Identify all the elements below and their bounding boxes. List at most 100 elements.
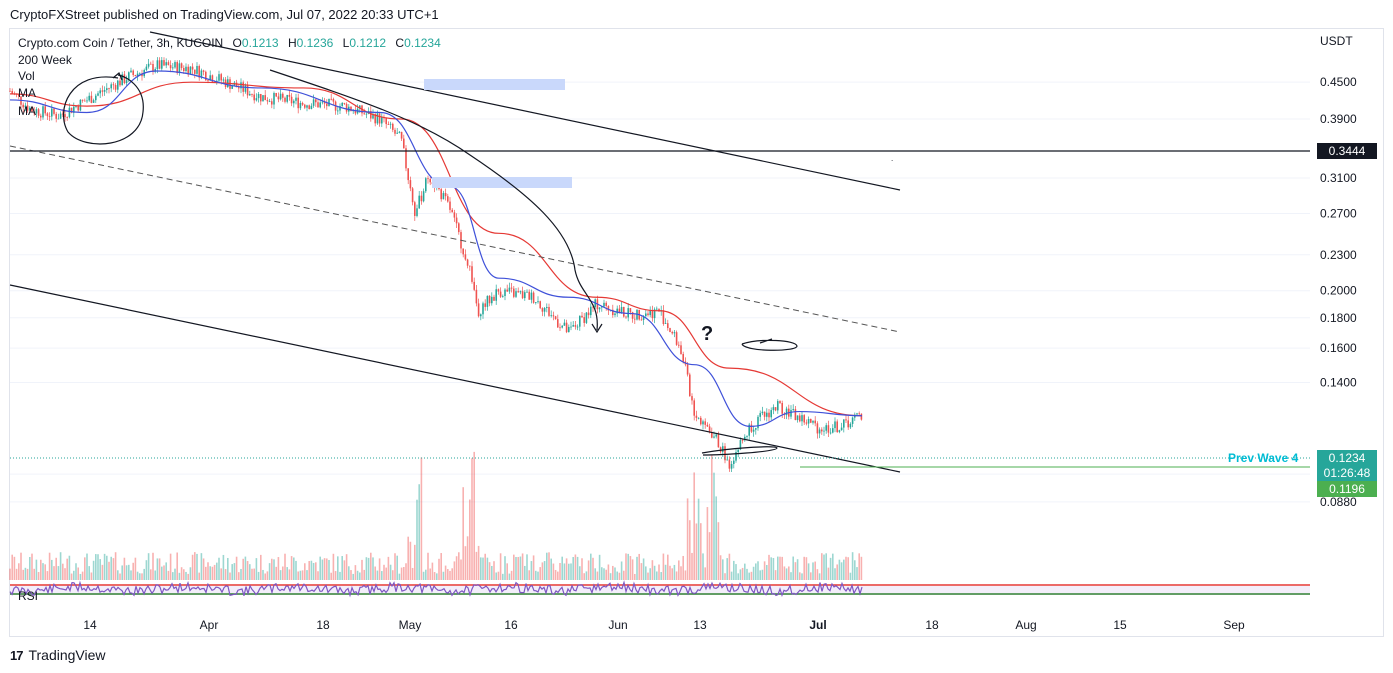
volume-bar bbox=[482, 557, 484, 580]
volume-bar bbox=[713, 472, 715, 580]
hand-drawn-loop-right[interactable] bbox=[741, 338, 798, 351]
upper-trendline[interactable] bbox=[149, 31, 901, 191]
volume-bar bbox=[838, 559, 841, 580]
volume-bar bbox=[356, 570, 359, 580]
time-tick-label: Sep bbox=[1223, 618, 1245, 632]
volume-bar bbox=[513, 554, 515, 580]
volume-bar bbox=[693, 472, 695, 580]
volume-bar bbox=[286, 567, 288, 580]
hand-drawn-path-curve[interactable] bbox=[269, 69, 598, 331]
candle-body bbox=[110, 84, 112, 89]
candle-body bbox=[821, 429, 823, 432]
candle-body bbox=[664, 323, 667, 324]
volume-bar bbox=[572, 557, 574, 580]
candle-body bbox=[572, 325, 574, 327]
candle-body bbox=[557, 319, 559, 328]
candle-body bbox=[286, 94, 288, 102]
candle-body bbox=[728, 459, 731, 469]
volume-bar bbox=[763, 561, 766, 580]
volume-bar bbox=[119, 573, 121, 580]
candle-body bbox=[700, 417, 702, 425]
volume-bar bbox=[312, 562, 315, 580]
price-tick-label: 0.0880 bbox=[1320, 495, 1357, 509]
candle-body bbox=[750, 424, 753, 432]
legend-ma-1[interactable]: MA bbox=[18, 86, 36, 100]
candle-body bbox=[40, 115, 42, 118]
hand-drawn-arrow-down[interactable] bbox=[591, 323, 603, 334]
candle-body bbox=[161, 60, 163, 69]
volume-bar bbox=[807, 563, 810, 580]
hand-drawn-arrow-up[interactable] bbox=[112, 72, 123, 81]
candle-body bbox=[326, 103, 328, 107]
candle-body bbox=[176, 62, 178, 74]
candle-body bbox=[702, 421, 704, 425]
legend-rsi[interactable]: RSI bbox=[18, 589, 39, 603]
resistance-box-lower[interactable] bbox=[432, 177, 572, 188]
volume-bar bbox=[293, 557, 295, 580]
volume-bar bbox=[350, 570, 352, 580]
volume-bar bbox=[636, 556, 638, 580]
legend-ma-2[interactable]: MA bbox=[18, 104, 36, 118]
prev-wave-label[interactable]: Prev Wave 4 bbox=[1228, 451, 1299, 465]
countdown-tag: 01:26:48 bbox=[1317, 465, 1377, 481]
time-axis[interactable]: 14 Apr 18 May 16 Jun 13 18 Aug 15 Sep Jul bbox=[83, 618, 1245, 632]
dashed-channel-line[interactable] bbox=[9, 145, 901, 333]
legend-vol[interactable]: Vol bbox=[18, 69, 35, 83]
candle-body bbox=[462, 248, 464, 255]
chart-frame[interactable] bbox=[9, 28, 1384, 637]
volume-bar bbox=[561, 556, 563, 580]
candle-body bbox=[746, 435, 748, 437]
candle-body bbox=[748, 424, 750, 436]
volume-bar bbox=[359, 572, 361, 580]
resistance-box-upper[interactable] bbox=[424, 79, 565, 90]
candle-body bbox=[763, 411, 766, 417]
time-tick-label: Jun bbox=[608, 618, 627, 632]
candle-body bbox=[543, 307, 546, 312]
candle-body bbox=[530, 292, 533, 300]
volume-bar bbox=[453, 561, 456, 580]
volume-bar bbox=[194, 552, 196, 580]
candle-body bbox=[198, 65, 200, 78]
volume-bar bbox=[134, 557, 137, 580]
candle-body bbox=[141, 73, 143, 77]
volume-bar bbox=[783, 566, 786, 580]
volume-bar bbox=[750, 571, 753, 580]
volume-bar bbox=[389, 564, 392, 580]
volume-bar bbox=[273, 559, 275, 580]
candle-body bbox=[92, 100, 95, 103]
price-axis[interactable]: 0.4500 0.3900 0.3100 0.2700 0.2300 0.2000 0.18… bbox=[1320, 75, 1357, 509]
volume-bar bbox=[398, 573, 401, 580]
grid bbox=[10, 81, 1310, 503]
volume-bar bbox=[702, 553, 704, 580]
candle-body bbox=[75, 106, 77, 107]
volume-bar bbox=[788, 566, 790, 580]
time-tick-label: 15 bbox=[1113, 618, 1127, 632]
volume-bar bbox=[383, 564, 385, 580]
volume-bar bbox=[524, 565, 526, 580]
volume-bar bbox=[187, 573, 189, 580]
candle-body bbox=[396, 132, 398, 134]
volume-bar bbox=[411, 567, 414, 580]
volume-bar bbox=[405, 563, 407, 580]
volume-bar bbox=[202, 558, 205, 580]
volume-bar bbox=[238, 572, 240, 580]
candle-body bbox=[790, 410, 792, 417]
hand-drawn-circle[interactable] bbox=[63, 74, 144, 145]
candle-body bbox=[845, 419, 847, 421]
tradingview-logo[interactable]: 17 TradingView bbox=[10, 647, 106, 663]
volume-bar bbox=[726, 558, 728, 580]
volume-bar bbox=[18, 563, 20, 580]
lower-trendline[interactable] bbox=[9, 284, 901, 473]
volume-bar bbox=[378, 558, 381, 580]
candle-body bbox=[398, 131, 401, 133]
candle-body bbox=[205, 71, 207, 81]
legend-h-value: 0.1236 bbox=[296, 36, 334, 50]
candle-body bbox=[662, 310, 665, 324]
candle-body bbox=[453, 212, 456, 218]
candle-body bbox=[576, 326, 579, 328]
hand-drawn-loop-bottom[interactable] bbox=[701, 446, 778, 456]
candle-body bbox=[339, 106, 341, 111]
volume-bar bbox=[590, 553, 592, 580]
candle-body bbox=[768, 412, 770, 418]
